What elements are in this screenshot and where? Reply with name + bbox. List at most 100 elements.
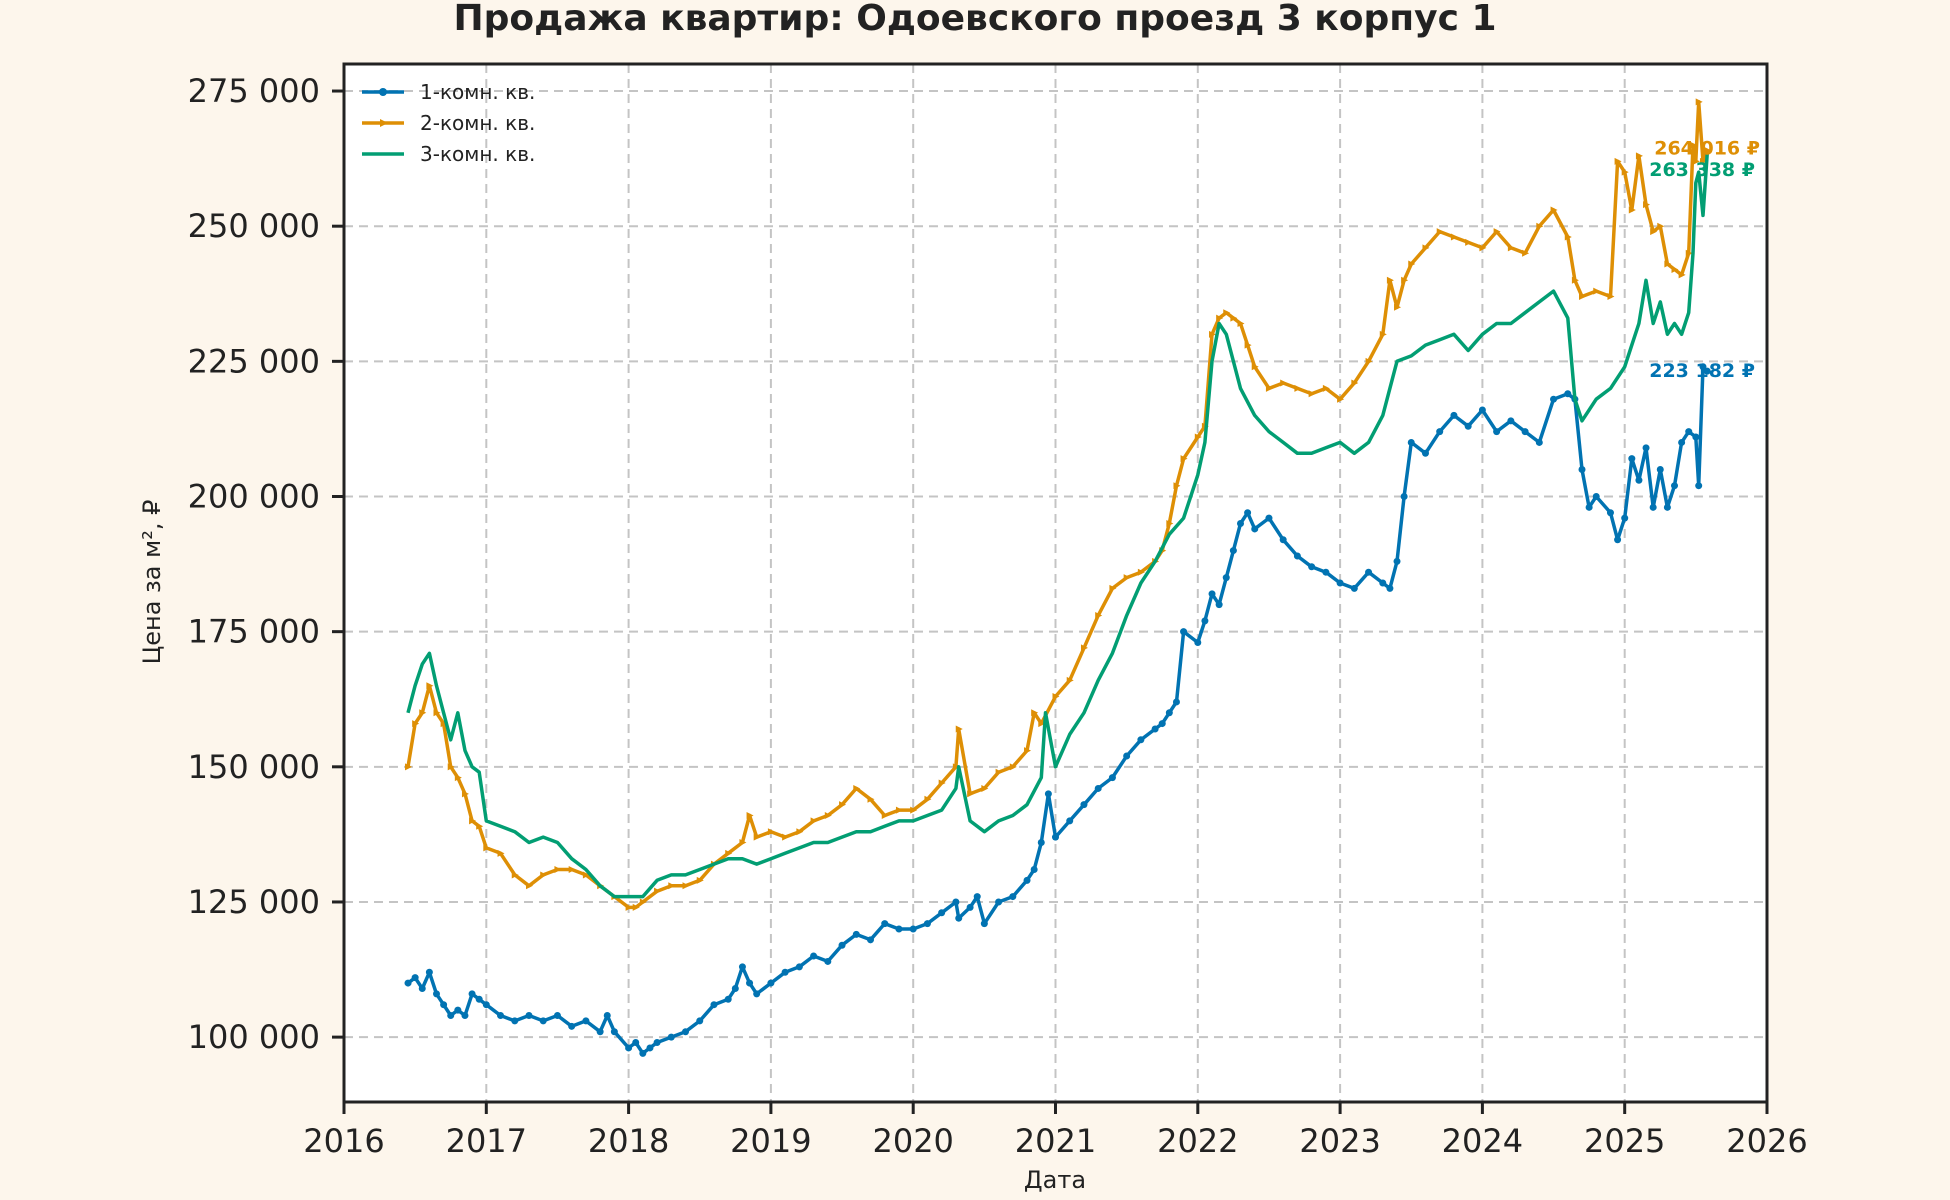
grid — [344, 64, 1767, 1102]
data-point — [1123, 752, 1131, 760]
data-point — [1621, 168, 1629, 176]
data-point — [405, 763, 413, 771]
data-point — [1337, 395, 1345, 403]
data-point — [1422, 244, 1430, 252]
x-tick-label: 2017 — [446, 1122, 527, 1160]
data-point — [1408, 260, 1416, 268]
data-point — [1244, 341, 1252, 349]
data-point — [781, 968, 789, 976]
data-point — [1123, 574, 1131, 582]
y-tick-label: 125 000 — [188, 883, 320, 921]
data-point — [1695, 98, 1703, 106]
chart-title: Продажа квартир: Одоевского проезд 3 кор… — [454, 0, 1497, 39]
data-point — [440, 1001, 448, 1009]
data-point — [1628, 455, 1636, 463]
data-point — [1031, 709, 1039, 717]
data-point — [924, 795, 932, 803]
data-point — [482, 1001, 490, 1009]
data-point — [753, 833, 761, 841]
data-point — [568, 866, 576, 874]
data-point — [938, 779, 946, 787]
data-point — [995, 898, 1003, 906]
data-point — [1137, 736, 1145, 744]
data-point — [1322, 384, 1330, 392]
x-tick-label: 2022 — [1157, 1122, 1238, 1160]
data-point — [867, 795, 875, 803]
data-point — [1308, 390, 1316, 398]
data-point — [404, 979, 412, 987]
data-point — [1365, 357, 1373, 365]
data-point — [1678, 438, 1686, 446]
data-point — [1690, 141, 1698, 149]
legend-item: 2-комн. кв. — [362, 111, 535, 135]
data-point — [1379, 330, 1387, 338]
data-point — [454, 774, 462, 782]
data-point — [1350, 584, 1358, 592]
legend-item: 1-комн. кв. — [362, 80, 535, 104]
data-point — [1628, 206, 1636, 214]
data-point — [1564, 233, 1572, 241]
data-point — [1635, 476, 1643, 484]
y-tick-label: 150 000 — [188, 748, 320, 786]
data-point — [923, 920, 931, 928]
data-point — [1151, 725, 1159, 733]
data-point — [525, 1012, 533, 1019]
data-point — [1579, 292, 1587, 300]
data-point — [1080, 644, 1088, 652]
data-point — [995, 768, 1003, 776]
data-point — [838, 941, 846, 949]
data-point — [1685, 249, 1693, 257]
data-point — [1173, 482, 1181, 490]
data-point — [646, 1044, 654, 1052]
data-point — [603, 1012, 611, 1019]
legend: 1-комн. кв. 2-комн. кв. 3-комн. кв. — [362, 80, 535, 166]
data-point — [810, 817, 818, 825]
data-point — [1223, 309, 1231, 317]
data-point — [682, 882, 690, 890]
data-point — [1607, 292, 1615, 300]
x-tick-label: 2021 — [1015, 1122, 1096, 1160]
data-point — [839, 801, 847, 809]
data-point — [1507, 417, 1515, 425]
data-point — [973, 893, 981, 901]
data-point — [426, 682, 434, 690]
data-point — [639, 1049, 647, 1057]
data-point — [1379, 579, 1387, 587]
data-point — [909, 925, 917, 933]
data-point — [476, 822, 484, 830]
data-point — [1642, 444, 1650, 452]
data-point — [881, 920, 889, 928]
data-point — [867, 936, 875, 944]
data-point — [554, 866, 562, 874]
data-point — [1585, 503, 1593, 511]
data-point — [1194, 433, 1202, 441]
data-point — [1222, 574, 1230, 582]
data-point — [1052, 833, 1059, 841]
data-point — [1279, 536, 1287, 544]
data-point — [1386, 276, 1394, 284]
data-point — [432, 990, 440, 998]
y-tick-label: 250 000 — [188, 207, 320, 245]
data-point — [412, 720, 420, 728]
data-point — [1386, 584, 1394, 592]
data-point — [981, 784, 989, 792]
data-point — [418, 984, 426, 992]
data-point — [433, 709, 441, 717]
data-point — [810, 952, 818, 960]
data-point — [475, 995, 483, 1003]
data-point — [1109, 584, 1117, 592]
data-point — [1230, 314, 1238, 322]
data-point — [461, 790, 469, 798]
data-point — [1066, 676, 1074, 684]
data-point — [568, 1022, 576, 1030]
data-point — [1522, 249, 1530, 257]
data-point — [682, 1028, 690, 1036]
data-point — [1464, 422, 1472, 430]
data-point — [966, 903, 974, 911]
legend-item: 3-комн. кв. — [362, 142, 535, 166]
data-point — [1606, 509, 1614, 517]
data-point — [967, 790, 975, 798]
series-layer — [404, 98, 1712, 1057]
data-point — [1030, 866, 1038, 874]
data-point — [852, 930, 860, 938]
